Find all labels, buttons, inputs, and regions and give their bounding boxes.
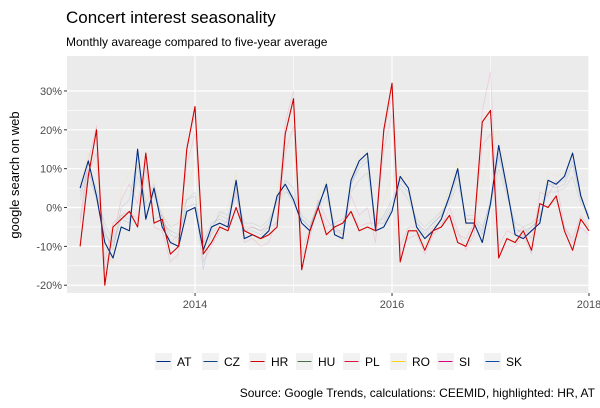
x-tick-label: 2016 bbox=[380, 299, 404, 311]
legend-label: AT bbox=[177, 355, 192, 369]
legend-label: HR bbox=[271, 355, 289, 369]
series-lines bbox=[79, 71, 590, 286]
x-axis-ticks: 2014 2016 2018 bbox=[183, 293, 600, 311]
x-tick-label: 2014 bbox=[183, 299, 207, 311]
chart-subtitle: Monthly avareage compared to five-year a… bbox=[66, 35, 328, 49]
legend-item-hu: HU bbox=[296, 353, 335, 370]
series-line-cz bbox=[79, 156, 590, 247]
legend-item-sk: SK bbox=[484, 353, 522, 370]
y-tick-label: 10% bbox=[40, 164, 62, 176]
legend-item-hr: HR bbox=[249, 353, 289, 370]
series-line-hr bbox=[79, 82, 590, 286]
legend-label: RO bbox=[412, 355, 430, 369]
x-tick-label: 2018 bbox=[577, 299, 600, 311]
legend-label: SI bbox=[459, 355, 470, 369]
series-line-si bbox=[79, 71, 590, 271]
y-tick-label: -10% bbox=[36, 241, 62, 253]
series-line-ro bbox=[79, 129, 590, 263]
legend-label: SK bbox=[506, 355, 522, 369]
y-tick-label: 20% bbox=[40, 125, 62, 137]
y-axis-label: google search on web bbox=[7, 111, 22, 238]
series-line-pl bbox=[79, 113, 590, 263]
legend-item-ro: RO bbox=[390, 353, 430, 370]
chart-caption: Source: Google Trends, calculations: CEE… bbox=[240, 386, 596, 400]
legend-label: PL bbox=[365, 355, 380, 369]
legend-label: CZ bbox=[224, 355, 240, 369]
legend-item-si: SI bbox=[437, 353, 470, 370]
y-axis-ticks: -20% -10% 0% 10% 20% 30% bbox=[36, 86, 67, 292]
legend-item-pl: PL bbox=[343, 353, 380, 370]
legend-item-at: AT bbox=[155, 353, 192, 370]
chart-title: Concert interest seasonality bbox=[66, 8, 276, 27]
y-tick-label: -20% bbox=[36, 280, 62, 292]
legend-label: HU bbox=[318, 355, 335, 369]
legend: AT CZ HR HU PL RO SI SK bbox=[155, 353, 522, 370]
y-tick-label: 0% bbox=[46, 203, 62, 215]
legend-item-cz: CZ bbox=[202, 353, 240, 370]
y-tick-label: 30% bbox=[40, 86, 62, 98]
plot-panel bbox=[67, 56, 589, 293]
